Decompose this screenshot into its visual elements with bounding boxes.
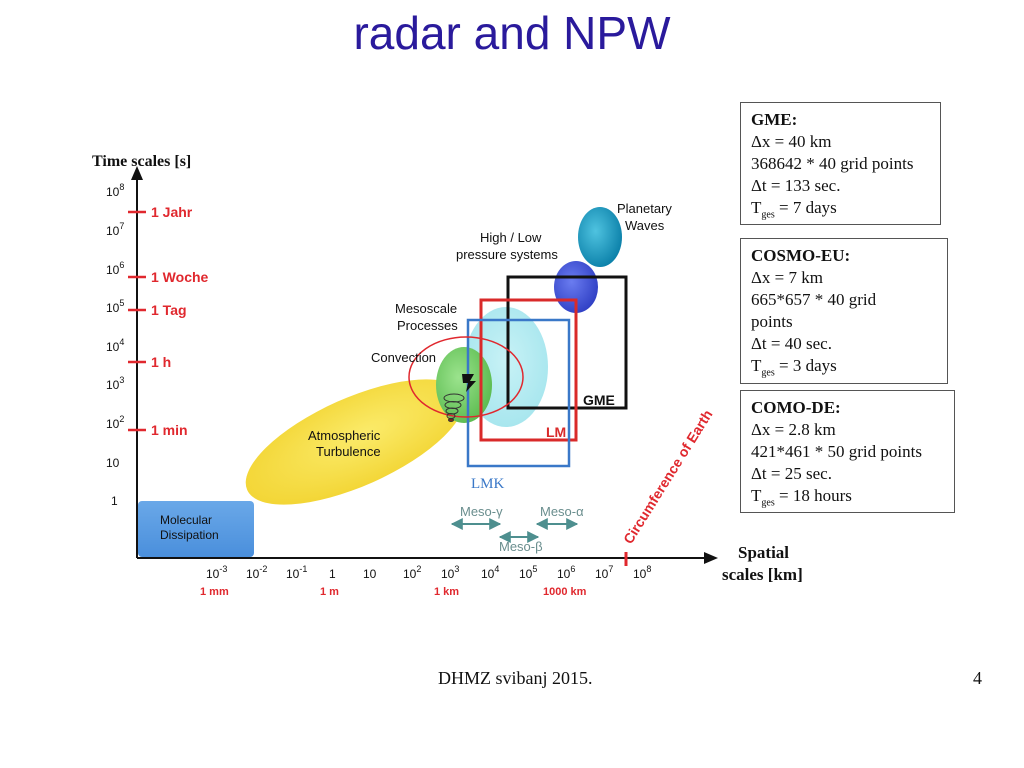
como-de-box-title: COMO-DE: xyxy=(751,398,841,417)
y-tick-label: 105 xyxy=(106,298,124,315)
x-tick-label: 10-1 xyxy=(286,564,307,581)
x-axis-title-line2: scales [km] xyxy=(722,565,803,584)
x-tick-label: 1 xyxy=(329,567,336,581)
y-tick-label: 103 xyxy=(106,375,124,392)
page-number: 4 xyxy=(973,668,982,688)
x-tick-label: 10-3 xyxy=(206,564,227,581)
atmospheric-turbulence-region xyxy=(245,379,465,505)
lm-label: LM xyxy=(546,424,566,440)
x-tick-label: 105 xyxy=(519,564,537,581)
cosmo-eu-box-dt: Δt = 40 sec. xyxy=(751,334,832,353)
time-mark-label: 1 Jahr xyxy=(151,204,193,220)
como-de-box-dx: Δx = 2.8 km xyxy=(751,420,836,439)
molecular-label-line2: Dissipation xyxy=(160,528,219,542)
lmk-label: LMK xyxy=(471,476,505,492)
time-mark-label: 1 h xyxy=(151,354,171,370)
lightning-icon xyxy=(462,374,476,392)
x-mark-label: 1000 km xyxy=(543,586,587,598)
circumference-label: Circumference of Earth xyxy=(620,407,716,547)
y-tick-label: 107 xyxy=(106,221,124,238)
gme-box-tges: Tges = 7 days xyxy=(751,198,837,221)
x-tick-label: 107 xyxy=(595,564,613,581)
y-tick-label: 108 xyxy=(106,182,124,199)
meso-alpha-label: Meso-α xyxy=(540,504,584,519)
gme-box-title: GME: xyxy=(751,110,798,129)
tornado-icon xyxy=(443,393,465,422)
meso-beta-label: Meso-β xyxy=(499,539,543,554)
cosmo-eu-box-title: COSMO-EU: xyxy=(751,246,851,265)
x-tick-label: 102 xyxy=(403,564,421,581)
como-de-box-dt: Δt = 25 sec. xyxy=(751,464,832,483)
y-tick-label: 102 xyxy=(106,414,124,431)
y-axis-title: Time scales [s] xyxy=(92,153,191,170)
mesoscale-label-line1: Mesoscale xyxy=(395,301,457,316)
time-mark-label: 1 Woche xyxy=(151,269,209,285)
convection-label: Convection xyxy=(371,350,436,365)
gme-box-dx: Δx = 40 km xyxy=(751,132,832,151)
atmospheric-label-line1: Atmospheric xyxy=(308,428,381,443)
cosmo-eu-box-tges: Tges = 3 days xyxy=(751,356,837,379)
x-tick-label: 108 xyxy=(633,564,651,581)
atmospheric-label-line2: Turbulence xyxy=(316,444,381,459)
planetary-label-line1: Planetary xyxy=(617,201,672,216)
x-mark-label: 1 mm xyxy=(200,586,229,598)
x-axis-title-line1: Spatial xyxy=(738,543,789,562)
cosmo-eu-info-box: COSMO-EU: Δx = 7 km 665*657 * 40 grid po… xyxy=(740,238,948,384)
y-tick-label: 106 xyxy=(106,260,124,277)
radar-highlight-circle xyxy=(408,336,524,418)
footer-text: DHMZ svibanj 2015. xyxy=(438,668,593,688)
x-tick-label: 104 xyxy=(481,564,499,581)
gme-box-grid: 368642 * 40 grid points xyxy=(751,154,914,173)
cosmo-eu-box-grid-cont: points xyxy=(751,312,793,331)
gme-model-box xyxy=(506,275,628,410)
y-axis-arrow xyxy=(131,166,143,180)
slide-title: radar and NPW xyxy=(353,7,671,59)
convection-region xyxy=(436,347,492,423)
como-de-box-grid: 421*461 * 50 grid points xyxy=(751,442,922,461)
lmk-model-box xyxy=(466,318,571,468)
mesoscale-label-line2: Processes xyxy=(397,318,458,333)
como-de-info-box: COMO-DE: Δx = 2.8 km 421*461 * 50 grid p… xyxy=(740,390,955,513)
time-mark-label: 1 Tag xyxy=(151,302,187,318)
molecular-label-line1: Molecular xyxy=(160,513,212,527)
planetary-waves-region xyxy=(578,207,622,267)
cosmo-eu-box-dx: Δx = 7 km xyxy=(751,268,823,287)
x-mark-label: 1 km xyxy=(434,586,459,598)
planetary-label-line2: Waves xyxy=(625,218,665,233)
lm-model-box xyxy=(479,298,578,442)
x-tick-label: 106 xyxy=(557,564,575,581)
x-tick-label: 10-2 xyxy=(246,564,267,581)
cosmo-eu-box-grid: 665*657 * 40 grid xyxy=(751,290,877,309)
meso-gamma-label: Meso-γ xyxy=(460,504,503,519)
x-tick-label: 10 xyxy=(363,567,377,581)
y-tick-label: 10 xyxy=(106,456,120,470)
y-tick-label: 104 xyxy=(106,337,124,354)
molecular-dissipation-region xyxy=(138,501,254,557)
x-mark-label: 1 m xyxy=(320,586,339,598)
gme-label: GME xyxy=(583,392,615,408)
time-mark-label: 1 min xyxy=(151,422,188,438)
highlow-label-line1: High / Low xyxy=(480,230,542,245)
como-de-box-tges: Tges = 18 hours xyxy=(751,486,852,509)
y-tick-label: 1 xyxy=(111,494,118,508)
x-tick-label: 103 xyxy=(441,564,459,581)
x-axis-arrow xyxy=(704,552,718,564)
highlow-label-line2: pressure systems xyxy=(456,247,558,262)
gme-info-box: GME: Δx = 40 km 368642 * 40 grid points … xyxy=(740,102,941,225)
gme-box-dt: Δt = 133 sec. xyxy=(751,176,841,195)
